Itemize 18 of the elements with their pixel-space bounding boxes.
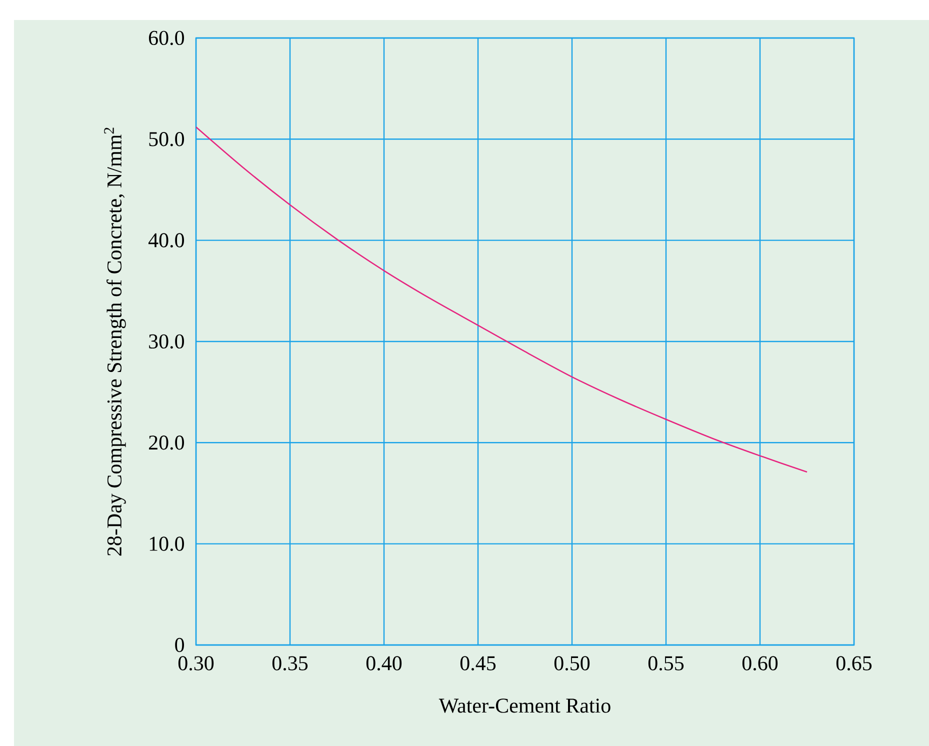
x-tick-label: 0.60 xyxy=(742,656,778,670)
x-tick-label: 0.40 xyxy=(366,656,402,670)
y-tick-label: 60.0 xyxy=(148,30,184,46)
y-axis-title: 28-Day Compressive Strength of Concrete, N/mm$^{2}$ xyxy=(104,128,126,556)
x-tick-label: 0.30 xyxy=(178,656,214,670)
y-tick-label: 30.0 xyxy=(149,334,184,349)
x-tick-label: 0.45 xyxy=(460,656,496,670)
y-tick-label: 50.0 xyxy=(149,132,184,146)
x-tick-label: 0.65 xyxy=(836,656,872,670)
line-series xyxy=(196,126,808,473)
y-tick-label: 20.0 xyxy=(148,436,184,450)
y-tick-label: 40.0 xyxy=(148,233,184,248)
x-tick-label: 0.55 xyxy=(648,656,684,670)
y-tick-label: 10.0 xyxy=(150,536,184,551)
x-tick-label: 0.35 xyxy=(272,656,308,670)
x-axis-title: Water-Cement Ratio xyxy=(438,698,610,713)
x-tick-label: 0.50 xyxy=(554,656,590,670)
y-tick-label: 0 xyxy=(175,638,184,652)
